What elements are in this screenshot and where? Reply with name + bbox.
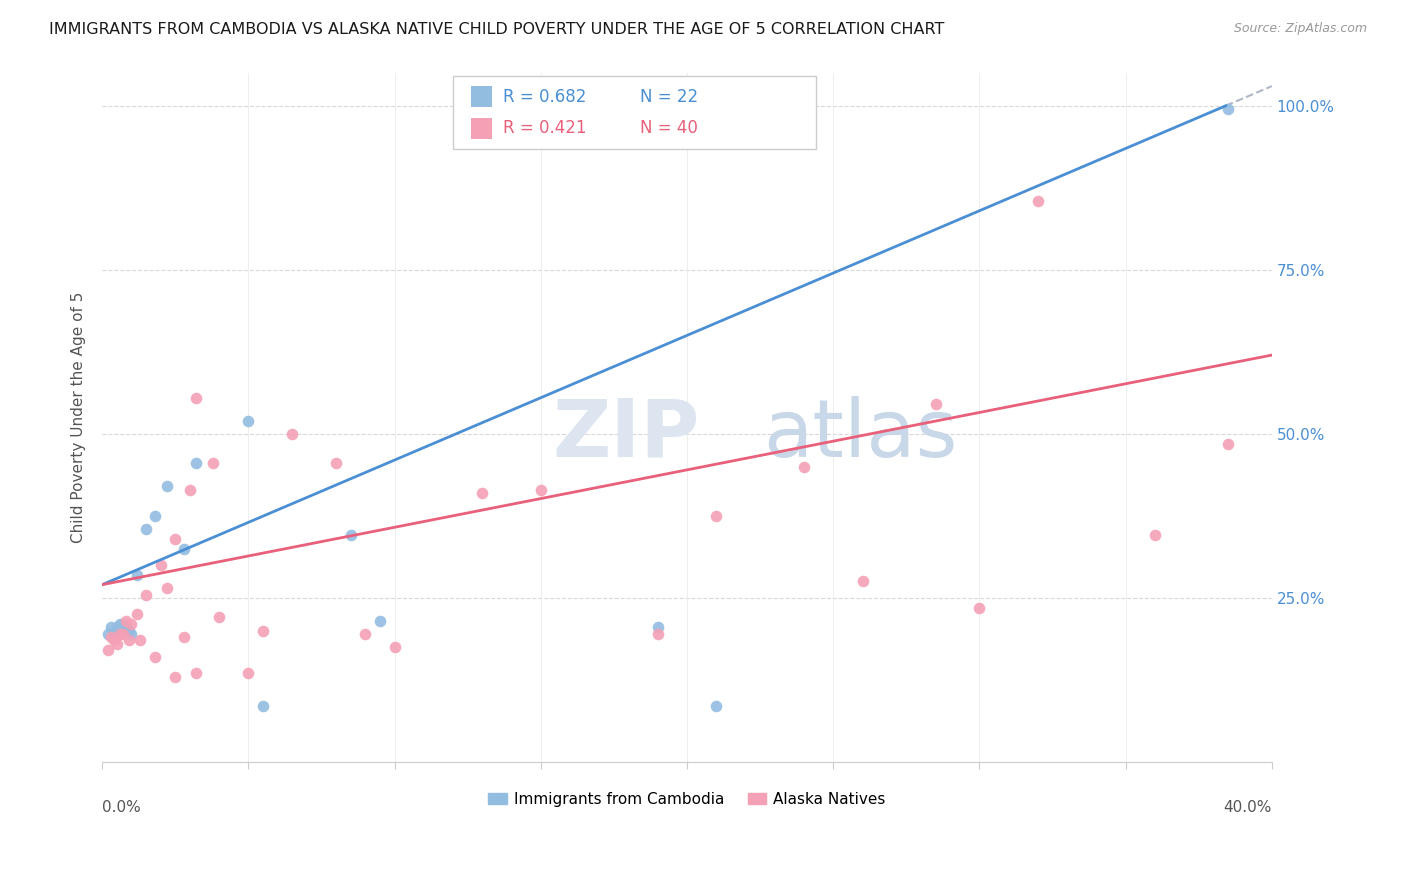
Point	[120, 617, 142, 632]
FancyBboxPatch shape	[453, 77, 815, 149]
Point	[155, 581, 177, 595]
Point	[111, 627, 134, 641]
Y-axis label: Child Poverty Under the Age of 5: Child Poverty Under the Age of 5	[72, 292, 86, 543]
Point	[793, 459, 815, 474]
Point	[129, 633, 152, 648]
Point	[368, 614, 391, 628]
Point	[924, 397, 946, 411]
Point	[105, 620, 128, 634]
Text: R = 0.421: R = 0.421	[503, 120, 586, 137]
Text: Source: ZipAtlas.com: Source: ZipAtlas.com	[1233, 22, 1367, 36]
Text: ZIP: ZIP	[553, 395, 700, 474]
Point	[97, 643, 120, 657]
Point	[281, 426, 304, 441]
Point	[1216, 102, 1239, 116]
FancyBboxPatch shape	[471, 87, 492, 107]
Point	[114, 614, 136, 628]
Point	[114, 620, 136, 634]
Point	[117, 633, 139, 648]
Point	[117, 624, 139, 638]
Point	[530, 483, 553, 497]
Point	[851, 574, 873, 589]
Point	[179, 483, 201, 497]
Point	[252, 624, 274, 638]
Text: 0.0%: 0.0%	[103, 799, 141, 814]
Text: N = 40: N = 40	[640, 120, 699, 137]
Point	[143, 508, 166, 523]
Point	[165, 669, 187, 683]
Point	[1143, 528, 1166, 542]
Point	[184, 391, 207, 405]
Point	[471, 485, 494, 500]
Point	[127, 567, 149, 582]
Point	[155, 479, 177, 493]
Point	[100, 630, 122, 644]
Point	[647, 620, 669, 634]
Point	[111, 617, 134, 632]
Point	[384, 640, 406, 654]
Point	[105, 637, 128, 651]
Point	[97, 627, 120, 641]
Point	[135, 522, 157, 536]
Point	[969, 600, 991, 615]
Point	[202, 456, 225, 470]
Point	[127, 607, 149, 622]
Point	[1026, 194, 1049, 208]
Point	[238, 414, 260, 428]
Point	[704, 699, 727, 714]
Point	[704, 508, 727, 523]
Point	[108, 627, 131, 641]
Point	[173, 541, 195, 556]
Text: 40.0%: 40.0%	[1223, 799, 1272, 814]
Point	[143, 649, 166, 664]
Point	[208, 610, 231, 624]
Point	[149, 558, 172, 572]
Text: R = 0.682: R = 0.682	[503, 88, 586, 106]
Point	[108, 617, 131, 632]
Point	[173, 630, 195, 644]
FancyBboxPatch shape	[471, 118, 492, 139]
Point	[165, 532, 187, 546]
Point	[103, 627, 125, 641]
Point	[120, 627, 142, 641]
Point	[184, 666, 207, 681]
Point	[135, 587, 157, 601]
Point	[103, 633, 125, 648]
Point	[100, 620, 122, 634]
Point	[647, 627, 669, 641]
Point	[325, 456, 347, 470]
Text: N = 22: N = 22	[640, 88, 699, 106]
Point	[339, 528, 361, 542]
Point	[238, 666, 260, 681]
Point	[184, 456, 207, 470]
Text: IMMIGRANTS FROM CAMBODIA VS ALASKA NATIVE CHILD POVERTY UNDER THE AGE OF 5 CORRE: IMMIGRANTS FROM CAMBODIA VS ALASKA NATIV…	[49, 22, 945, 37]
Point	[354, 627, 377, 641]
Point	[1216, 436, 1239, 450]
Point	[252, 699, 274, 714]
Text: atlas: atlas	[763, 395, 957, 474]
Legend: Immigrants from Cambodia, Alaska Natives: Immigrants from Cambodia, Alaska Natives	[482, 786, 891, 813]
